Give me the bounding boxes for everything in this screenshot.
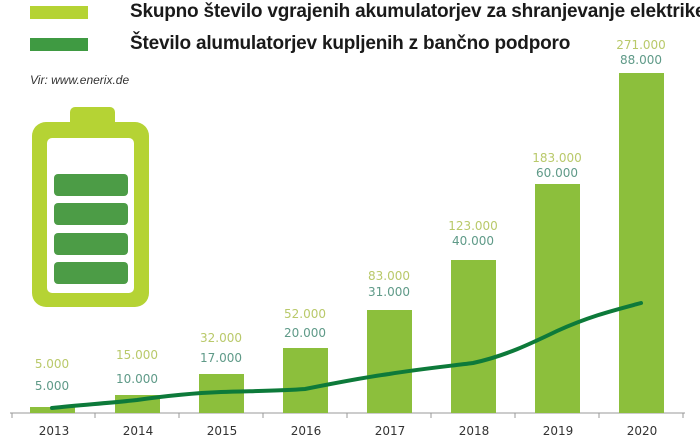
- label-total-2016: 52.000: [284, 307, 326, 321]
- label-total-2019: 183.000: [532, 151, 582, 165]
- x-label-2015: 2015: [207, 424, 238, 438]
- legend-label-subsidized: Število alumulatorjev kupljenih z bančno…: [130, 33, 571, 54]
- label-total-2018: 123.000: [448, 219, 498, 233]
- x-label-2019: 2019: [543, 424, 574, 438]
- labels-subsidized: 5.000 10.000 17.000 20.000 31.000 40.000…: [35, 53, 662, 393]
- legend-swatch-subsidized: [30, 37, 88, 51]
- legend-swatch-total: [30, 5, 88, 19]
- label-total-2020: 271.000: [616, 38, 666, 52]
- x-label-2014: 2014: [123, 424, 154, 438]
- bar-2017: [367, 310, 412, 413]
- x-label-2016: 2016: [291, 424, 322, 438]
- label-total-2017: 83.000: [368, 269, 410, 283]
- x-tick-labels: 2013 2014 2015 2016 2017 2018 2019 2020: [39, 424, 658, 438]
- label-sub-2017: 31.000: [368, 285, 410, 299]
- label-sub-2020: 88.000: [620, 53, 662, 67]
- label-sub-2013: 5.000: [35, 379, 69, 393]
- bar-2018: [451, 260, 496, 413]
- bar-2019: [535, 184, 580, 413]
- line-subsidized: [50, 301, 643, 410]
- x-label-2020: 2020: [627, 424, 658, 438]
- label-sub-2015: 17.000: [200, 351, 242, 365]
- x-label-2013: 2013: [39, 424, 70, 438]
- legend-label-total: Skupno število vgrajenih akumulatorjev z…: [130, 1, 700, 22]
- x-label-2018: 2018: [459, 424, 490, 438]
- bar-2016: [283, 348, 328, 413]
- label-sub-2014: 10.000: [116, 372, 158, 386]
- x-axis: [10, 412, 685, 418]
- label-total-2015: 32.000: [200, 331, 242, 345]
- label-total-2014: 15.000: [116, 348, 158, 362]
- bar-2013: [30, 407, 75, 413]
- legend-item-total: Skupno število vgrajenih akumulatorjev z…: [30, 1, 700, 23]
- legend-item-subsidized: Število alumulatorjev kupljenih z bančno…: [30, 33, 570, 55]
- label-sub-2018: 40.000: [452, 234, 494, 248]
- source-note: Vir: www.enerix.de: [30, 73, 130, 87]
- label-sub-2019: 60.000: [536, 166, 578, 180]
- bar-2020: [619, 73, 664, 413]
- labels-total: 5.000 15.000 32.000 52.000 83.000 123.00…: [35, 38, 666, 371]
- battery-icon: [32, 107, 149, 307]
- label-total-2013: 5.000: [35, 357, 69, 371]
- label-sub-2016: 20.000: [284, 326, 326, 340]
- x-label-2017: 2017: [375, 424, 406, 438]
